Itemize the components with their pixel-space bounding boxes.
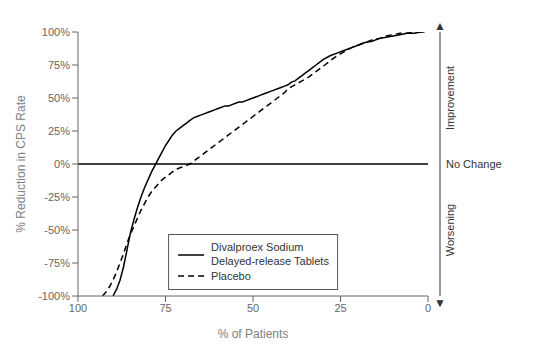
svg-text:25: 25 xyxy=(334,302,346,314)
svg-text:▼: ▼ xyxy=(434,296,446,310)
svg-text:50: 50 xyxy=(247,302,259,314)
svg-text:25%: 25% xyxy=(48,125,70,137)
svg-text:% of Patients: % of Patients xyxy=(218,327,289,341)
svg-text:-100%: -100% xyxy=(38,290,70,302)
svg-text:Improvement: Improvement xyxy=(444,66,456,130)
html-text:Placebo: Placebo xyxy=(211,269,251,282)
svg-text:50%: 50% xyxy=(48,92,70,104)
svg-text:Worsening: Worsening xyxy=(444,204,456,256)
svg-text:0: 0 xyxy=(425,302,431,314)
svg-text:100%: 100% xyxy=(42,26,70,38)
svg-text:No Change: No Change xyxy=(446,158,502,170)
svg-text:75%: 75% xyxy=(48,59,70,71)
svg-text:▲: ▲ xyxy=(434,19,446,33)
svg-text:-75%: -75% xyxy=(44,257,70,269)
html-text:Divalproex Sodium Delayed-rele: Divalproex Sodium Delayed-release Tablet… xyxy=(211,241,329,267)
svg-text:-25%: -25% xyxy=(44,191,70,203)
svg-text:75: 75 xyxy=(159,302,171,314)
svg-text:-50%: -50% xyxy=(44,224,70,236)
svg-text:0%: 0% xyxy=(54,158,70,170)
svg-text:% Reduction in CPS Rate: % Reduction in CPS Rate xyxy=(14,95,28,233)
svg-text:100: 100 xyxy=(69,302,87,314)
